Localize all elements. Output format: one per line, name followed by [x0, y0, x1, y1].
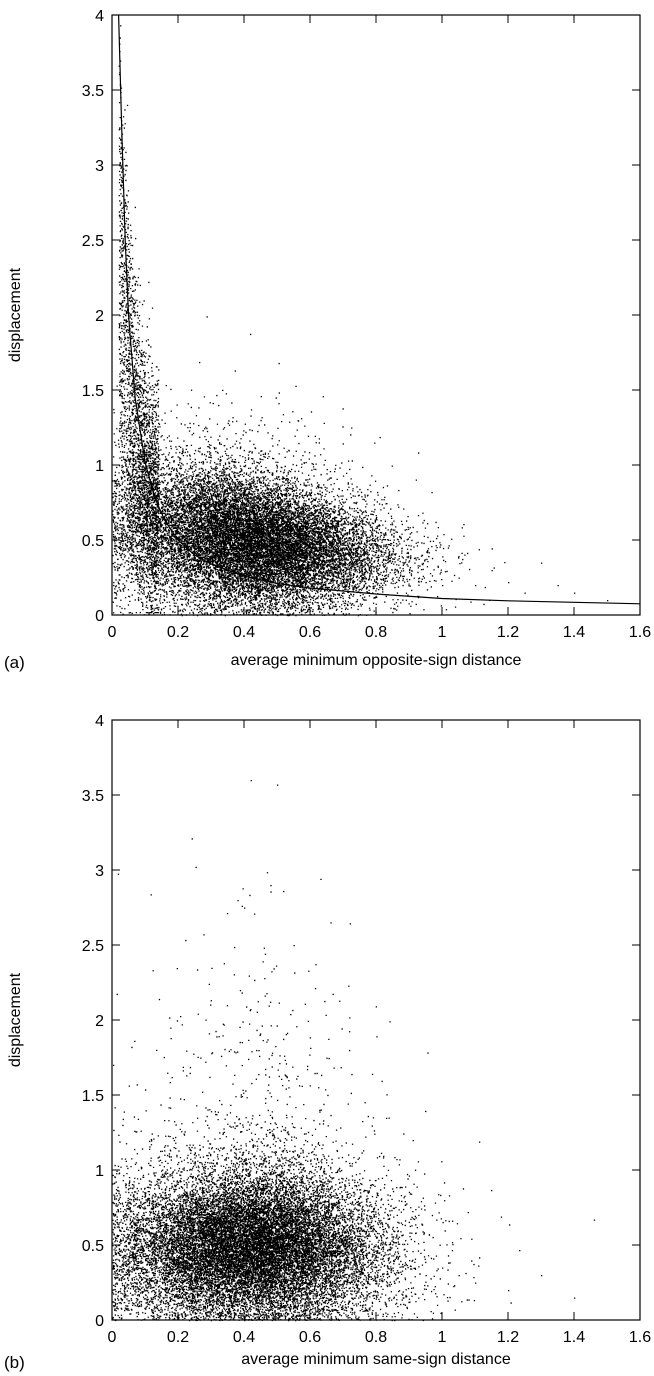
y-tick-label-a-7: 3.5	[82, 83, 104, 100]
y-tick-label-b-8: 4	[95, 713, 104, 730]
x-tick-label-b-3: 0.6	[299, 1329, 321, 1346]
y-tick-label-a-5: 2.5	[82, 233, 104, 250]
chart-panel-a: 0 0.2 0.4 0.6 0.8 1 1.2 1.4 1.6 0 0.5 1 1.5 2 2.5 3 3.5 4…	[4, 8, 651, 672]
scatter-point-cloud-b	[112, 780, 596, 1322]
chart-panel-b: 0 0.2 0.4 0.6 0.8 1 1.2 1.4 1.6 0 0.5 1 1.5 2 2.5 3 3.5 4…	[4, 713, 651, 1372]
x-tick-label-a-8: 1.6	[629, 624, 651, 641]
y-tick-label-b-3: 1.5	[82, 1088, 104, 1105]
axis-ticks-a: 0 0.2 0.4 0.6 0.8 1 1.2 1.4 1.6 0 0.5 1 1.5 2 2.5 3 3.5 4	[82, 8, 651, 641]
x-axis-label-b: average minimum same-sign distance	[241, 1351, 511, 1368]
panel-label-a: (a)	[4, 653, 25, 672]
y-tick-label-a-8: 4	[95, 8, 104, 25]
y-axis-label-b: displacement	[7, 972, 24, 1067]
x-tick-label-b-6: 1.2	[497, 1329, 519, 1346]
x-tick-label-b-1: 0.2	[167, 1329, 189, 1346]
y-tick-label-a-1: 0.5	[82, 533, 104, 550]
y-tick-label-b-7: 3.5	[82, 788, 104, 805]
x-tick-label-a-5: 1	[438, 624, 447, 641]
y-tick-label-b-2: 1	[95, 1163, 104, 1180]
scatter-point-cloud-a	[112, 25, 609, 617]
y-tick-label-b-4: 2	[95, 1013, 104, 1030]
y-tick-label-b-1: 0.5	[82, 1238, 104, 1255]
axis-ticks-b: 0 0.2 0.4 0.6 0.8 1 1.2 1.4 1.6 0 0.5 1 1.5 2 2.5 3 3.5 4	[82, 713, 651, 1346]
y-tick-label-b-6: 3	[95, 863, 104, 880]
y-tick-label-a-2: 1	[95, 458, 104, 475]
x-tick-label-b-2: 0.4	[233, 1329, 255, 1346]
x-tick-label-a-0: 0	[108, 624, 117, 641]
y-tick-label-a-6: 3	[95, 158, 104, 175]
scatter-points-b	[112, 780, 596, 1322]
x-tick-label-b-0: 0	[108, 1329, 117, 1346]
y-tick-label-a-0: 0	[95, 608, 104, 625]
x-tick-label-b-7: 1.4	[563, 1329, 585, 1346]
x-tick-label-a-7: 1.4	[563, 624, 585, 641]
x-tick-label-b-5: 1	[438, 1329, 447, 1346]
y-tick-label-b-5: 2.5	[82, 938, 104, 955]
scatter-points-a	[112, 25, 609, 617]
x-tick-label-b-8: 1.6	[629, 1329, 651, 1346]
y-tick-label-a-3: 1.5	[82, 383, 104, 400]
x-tick-label-a-6: 1.2	[497, 624, 519, 641]
x-tick-label-b-4: 0.8	[365, 1329, 387, 1346]
x-tick-label-a-1: 0.2	[167, 624, 189, 641]
x-tick-label-a-3: 0.6	[299, 624, 321, 641]
x-tick-label-a-4: 0.8	[365, 624, 387, 641]
y-tick-label-b-0: 0	[95, 1313, 104, 1330]
fit-curve-a	[118, 14, 641, 605]
x-tick-label-a-2: 0.4	[233, 624, 255, 641]
panel-label-b: (b)	[4, 1353, 25, 1372]
y-axis-label-a: displacement	[7, 267, 24, 362]
x-axis-label-a: average minimum opposite-sign distance	[231, 652, 522, 669]
y-tick-label-a-4: 2	[95, 308, 104, 325]
